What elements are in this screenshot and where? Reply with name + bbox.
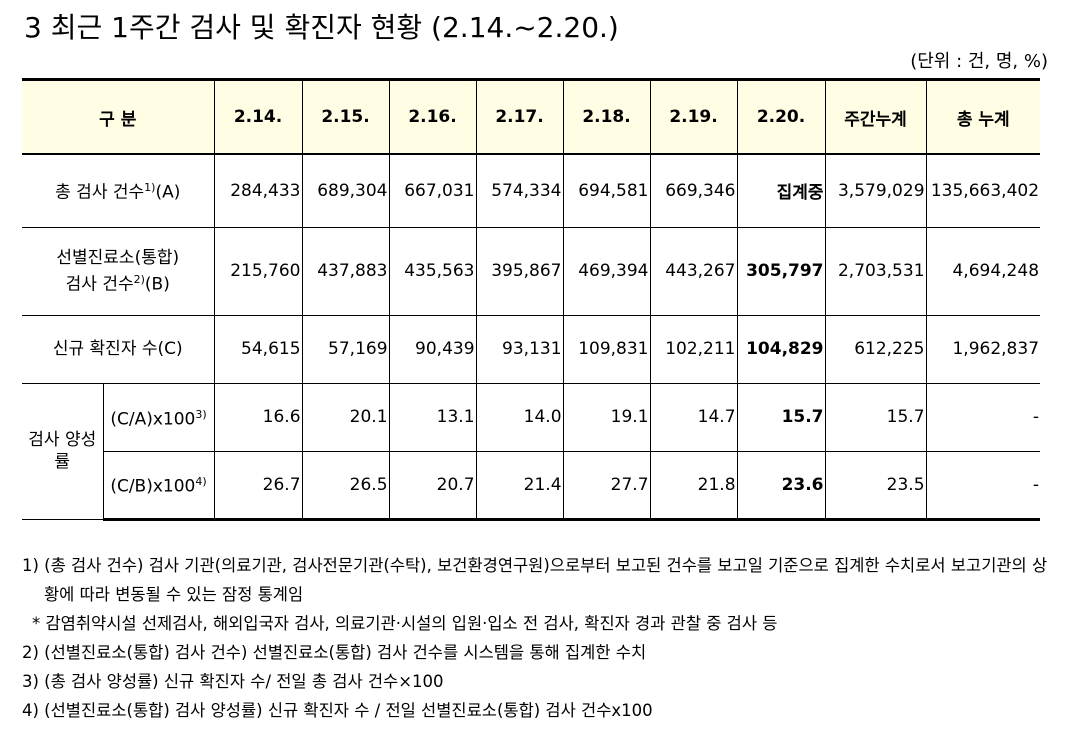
label-line: 총 검사 건수1)(A): [23, 177, 213, 204]
label-suffix: (B): [144, 274, 170, 295]
value-cell: 20.7: [388, 450, 477, 521]
header-cell: 구 분: [22, 78, 215, 155]
footnote-ref: 1): [144, 181, 156, 195]
value-cell: 395,867: [475, 226, 564, 316]
value-cell: 135,663,402: [925, 153, 1041, 228]
value-cell: 14.7: [649, 382, 738, 452]
header-cell: 2.14.: [213, 78, 303, 155]
value-cell: 19.1: [562, 382, 651, 452]
value-cell: 694,581: [562, 153, 651, 228]
header-row: 구 분 2.14. 2.15. 2.16. 2.17. 2.18. 2.19. 2.20. 주간…: [22, 78, 1041, 155]
value-cell: 21.4: [475, 450, 564, 521]
value-cell: 284,433: [213, 153, 303, 228]
value-cell: 90,439: [388, 314, 477, 384]
note: * 감염취약시설 선제검사, 해외입국자 검사, 의료기관·시설의 입원·입소 …: [32, 614, 778, 633]
row-label: 총 검사 건수1)(A): [22, 153, 215, 228]
value-cell: 612,225: [824, 314, 927, 384]
table-row: 검사 양성률 (C/A)x1003) 16.6 20.1 13.1 14.0 19.1 14.…: [22, 382, 1041, 520]
value-cell: 215,760: [213, 226, 303, 316]
value-cell: 27.7: [562, 450, 651, 521]
table-row: 선별진료소(통합) 검사 건수2)(B) 215,760 437,883 435,563…: [22, 226, 1041, 316]
header-cell: 2.17.: [475, 78, 564, 155]
value-cell: 집계중: [736, 153, 826, 228]
value-cell: 574,334: [475, 153, 564, 228]
value-cell: 109,831: [562, 314, 651, 384]
table-row: (C/B)x1004) 26.7 26.5 20.7 21.4 27.7 21.8 23.6 2…: [22, 450, 1041, 521]
note: 4) (선별진료소(통합) 검사 양성률) 신규 확진자 수 / 전일 선별진료…: [22, 701, 653, 720]
value-cell: 3,579,029: [824, 153, 927, 228]
note: 2) (선별진료소(통합) 검사 건수) 선별진료소(통합) 검사 건수를 시스…: [22, 643, 647, 662]
value-cell: 443,267: [649, 226, 738, 316]
footnote-ref: 4): [195, 475, 207, 489]
value-cell: 15.7: [736, 382, 826, 452]
label-suffix: (A): [155, 183, 181, 204]
table-row: 신규 확진자 수(C) 54,615 57,169 90,439 93,131 109,8…: [22, 314, 1041, 384]
value-cell: 104,829: [736, 314, 826, 384]
label-line: 선별진료소(통합): [23, 247, 213, 269]
value-cell: 20.1: [301, 382, 390, 452]
header-cell: 2.18.: [562, 78, 651, 155]
value-cell: 57,169: [301, 314, 390, 384]
row-label: (C/B)x1004): [103, 450, 215, 521]
value-cell: 26.5: [301, 450, 390, 521]
table-body: 총 검사 건수1)(A) 284,433 689,304 667,031 574,334…: [22, 153, 1041, 521]
label-line: (C/B)x1004): [105, 471, 213, 498]
value-cell: 93,131: [475, 314, 564, 384]
header-cell: 2.20.: [736, 78, 826, 155]
value-cell: 13.1: [388, 382, 477, 452]
label-text: (C/A)x100: [110, 409, 196, 430]
value-cell: 305,797: [736, 226, 826, 316]
label-text: 신규 확진자 수(C): [52, 339, 183, 359]
value-cell: 23.6: [736, 450, 826, 521]
header-cell: 2.19.: [649, 78, 738, 155]
value-cell: 23.5: [824, 450, 927, 521]
label-line: 신규 확진자 수(C): [23, 338, 213, 360]
table-row: 총 검사 건수1)(A) 284,433 689,304 667,031 574,334…: [22, 153, 1041, 228]
value-cell: 14.0: [475, 382, 564, 452]
unit: (단위 : 건, 명, %): [910, 51, 1048, 72]
value-cell: 16.6: [213, 382, 303, 452]
row-label: (C/A)x1003): [102, 382, 215, 452]
title: 3 최근 1주간 검사 및 확진자 현황 (2.14.~2.20.): [24, 11, 619, 44]
value-cell: 667,031: [388, 153, 477, 228]
group-label: 검사 양성률: [22, 382, 104, 520]
value-cell: -: [925, 382, 1041, 452]
header-cell: 총 누계: [925, 78, 1041, 155]
value-cell: 437,883: [301, 226, 390, 316]
header-cell: 2.15.: [301, 78, 390, 155]
value-cell: 21.8: [649, 450, 738, 521]
value-cell: 469,394: [562, 226, 651, 316]
value-cell: 2,703,531: [824, 226, 927, 316]
label-line: (C/A)x1003): [105, 404, 213, 431]
label-line: 검사 건수2)(B): [23, 269, 213, 296]
header-cell: 2.16.: [388, 78, 477, 155]
value-cell: 26.7: [213, 450, 303, 521]
header-cell: 주간누계: [824, 78, 927, 155]
notes: 1) (총 검사 건수) 검사 기관(의료기관, 검사전문기관(수탁), 보건환…: [22, 551, 1062, 725]
row-label: 선별진료소(통합) 검사 건수2)(B): [22, 226, 215, 316]
label-text: (C/B)x100: [110, 476, 196, 497]
value-cell: 669,346: [649, 153, 738, 228]
value-cell: 4,694,248: [925, 226, 1041, 316]
value-cell: 54,615: [213, 314, 303, 384]
row-label: 신규 확진자 수(C): [22, 314, 215, 384]
value-cell: 15.7: [824, 382, 927, 452]
value-cell: -: [925, 450, 1041, 521]
value-cell: 102,211: [649, 314, 738, 384]
note: 1) (총 검사 건수) 검사 기관(의료기관, 검사전문기관(수탁), 보건환…: [22, 556, 1048, 604]
value-cell: 1,962,837: [925, 314, 1041, 384]
value-cell: 689,304: [301, 153, 390, 228]
label-text: 총 검사 건수: [55, 183, 145, 204]
label-text: 검사 건수: [65, 274, 134, 295]
table: 구 분 2.14. 2.15. 2.16. 2.17. 2.18. 2.19. 2.20. 주간…: [22, 78, 1041, 521]
note: 3) (총 검사 양성률) 신규 확진자 수/ 전일 총 검사 건수×100: [22, 672, 444, 691]
footnote-ref: 2): [133, 272, 145, 286]
footnote-ref: 3): [195, 407, 207, 421]
label-text: 선별진료소(통합): [56, 247, 180, 268]
value-cell: 435,563: [388, 226, 477, 316]
